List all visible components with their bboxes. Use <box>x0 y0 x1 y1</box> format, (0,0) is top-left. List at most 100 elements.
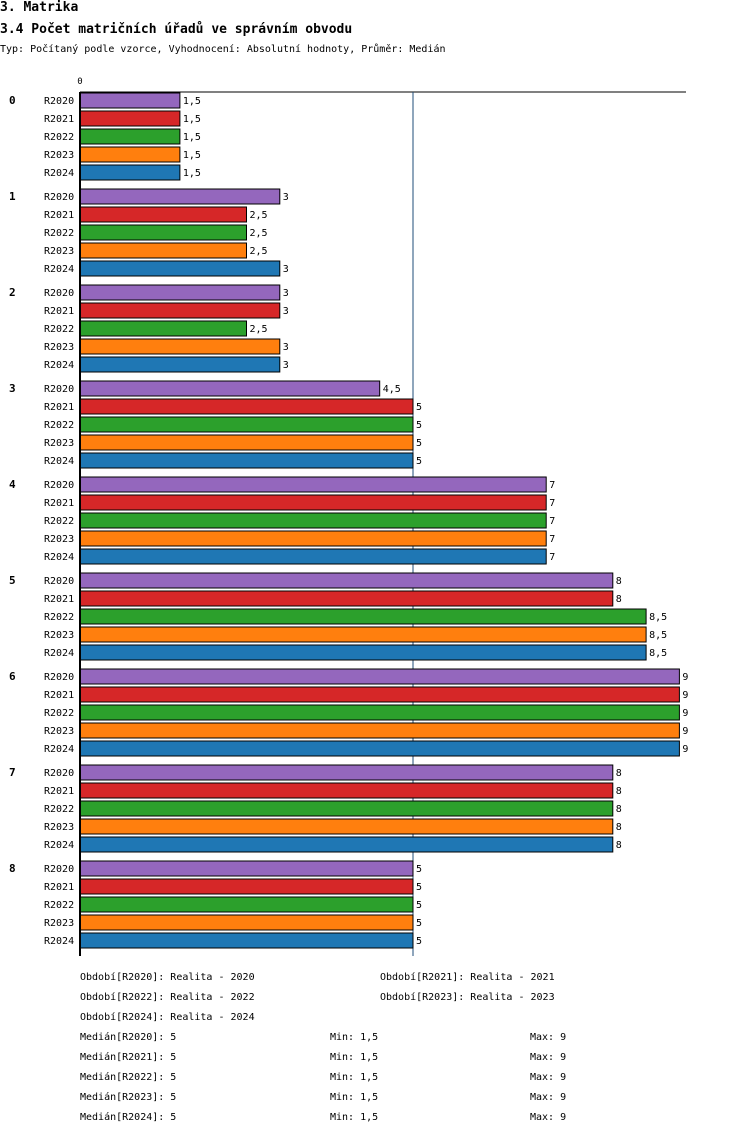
series-label: R2021 <box>44 306 74 317</box>
stat-max: Max: 9 <box>530 1092 567 1103</box>
series-label: R2023 <box>44 342 74 353</box>
bar <box>79 398 414 415</box>
bar <box>79 914 414 931</box>
bar <box>79 110 181 127</box>
value-label: 3 <box>283 288 289 299</box>
series-label: R2023 <box>44 630 74 641</box>
series-label: R2024 <box>44 552 74 563</box>
bar <box>79 626 647 643</box>
stat-median: Medián[R2024]: 5 <box>80 1112 177 1123</box>
chart-title: 3.4 Počet matričních úřadů ve správním o… <box>0 22 353 37</box>
bar <box>79 860 414 877</box>
value-label: 7 <box>549 534 555 545</box>
value-label: 8 <box>616 840 622 851</box>
section-heading: 3. Matrika <box>0 0 79 15</box>
series-label: R2020 <box>44 864 74 875</box>
value-label: 5 <box>416 900 422 911</box>
series-label: R2023 <box>44 534 74 545</box>
stat-max: Max: 9 <box>530 1112 567 1123</box>
bar <box>79 434 414 451</box>
value-label: 8 <box>616 804 622 815</box>
series-label: R2021 <box>44 210 74 221</box>
value-label: 8,5 <box>649 612 667 623</box>
chart-subtitle: Typ: Počítaný podle vzorce, Vyhodnocení:… <box>0 44 446 55</box>
legend-entry-r2024: Období[R2024]: Realita - 2024 <box>80 1012 255 1023</box>
series-label: R2021 <box>44 402 74 413</box>
series-label: R2020 <box>44 672 74 683</box>
series-label: R2023 <box>44 150 74 161</box>
value-label: 1,5 <box>183 150 201 161</box>
series-label: R2024 <box>44 360 74 371</box>
bar <box>79 740 680 757</box>
value-label: 4,5 <box>383 384 401 395</box>
category-label: 1 <box>9 190 16 203</box>
legend-entry-r2021: Období[R2021]: Realita - 2021 <box>380 972 555 983</box>
value-label: 5 <box>416 864 422 875</box>
bar <box>79 188 281 205</box>
bar <box>79 92 181 109</box>
bar <box>79 686 680 703</box>
series-label: R2024 <box>44 264 74 275</box>
category-label: 8 <box>9 862 16 875</box>
series-label: R2021 <box>44 114 74 125</box>
value-label: 5 <box>416 456 422 467</box>
value-label: 5 <box>416 936 422 947</box>
bar <box>79 260 281 277</box>
bar <box>79 896 414 913</box>
series-label: R2022 <box>44 516 74 527</box>
bar <box>79 572 614 589</box>
bar <box>79 128 181 145</box>
series-label: R2024 <box>44 936 74 947</box>
series-label: R2021 <box>44 498 74 509</box>
bar <box>79 548 547 565</box>
series-label: R2022 <box>44 708 74 719</box>
bar <box>79 356 281 373</box>
stat-min: Min: 1,5 <box>330 1052 379 1063</box>
value-label: 8 <box>616 786 622 797</box>
value-label: 5 <box>416 402 422 413</box>
series-label: R2024 <box>44 840 74 851</box>
bar <box>79 476 547 493</box>
bar <box>79 668 680 685</box>
series-label: R2022 <box>44 804 74 815</box>
bar <box>79 494 547 511</box>
series-label: R2024 <box>44 648 74 659</box>
category-label: 0 <box>9 94 16 107</box>
stat-max: Max: 9 <box>530 1052 567 1063</box>
bar <box>79 590 614 607</box>
category-label: 3 <box>9 382 16 395</box>
series-label: R2023 <box>44 918 74 929</box>
category-label: 5 <box>9 574 16 587</box>
series-label: R2022 <box>44 420 74 431</box>
bar <box>79 284 281 301</box>
legend-entry-r2022: Období[R2022]: Realita - 2022 <box>80 992 255 1003</box>
value-label: 5 <box>416 438 422 449</box>
bar <box>79 164 181 181</box>
series-label: R2021 <box>44 882 74 893</box>
value-label: 9 <box>682 744 688 755</box>
value-label: 8 <box>616 822 622 833</box>
value-label: 2,5 <box>250 228 268 239</box>
bar <box>79 512 547 529</box>
bar <box>79 530 547 547</box>
bar <box>79 932 414 949</box>
value-label: 8 <box>616 768 622 779</box>
value-label: 8,5 <box>649 630 667 641</box>
value-label: 3 <box>283 342 289 353</box>
bar <box>79 338 281 355</box>
bar <box>79 320 247 337</box>
series-label: R2023 <box>44 726 74 737</box>
bar <box>79 764 614 781</box>
stat-min: Min: 1,5 <box>330 1032 379 1043</box>
value-label: 2,5 <box>250 324 268 335</box>
series-label: R2020 <box>44 96 74 107</box>
series-label: R2022 <box>44 132 74 143</box>
series-label: R2021 <box>44 786 74 797</box>
value-label: 3 <box>283 264 289 275</box>
series-label: R2024 <box>44 168 74 179</box>
stat-max: Max: 9 <box>530 1032 567 1043</box>
stat-min: Min: 1,5 <box>330 1112 379 1123</box>
bar <box>79 302 281 319</box>
value-label: 8 <box>616 576 622 587</box>
